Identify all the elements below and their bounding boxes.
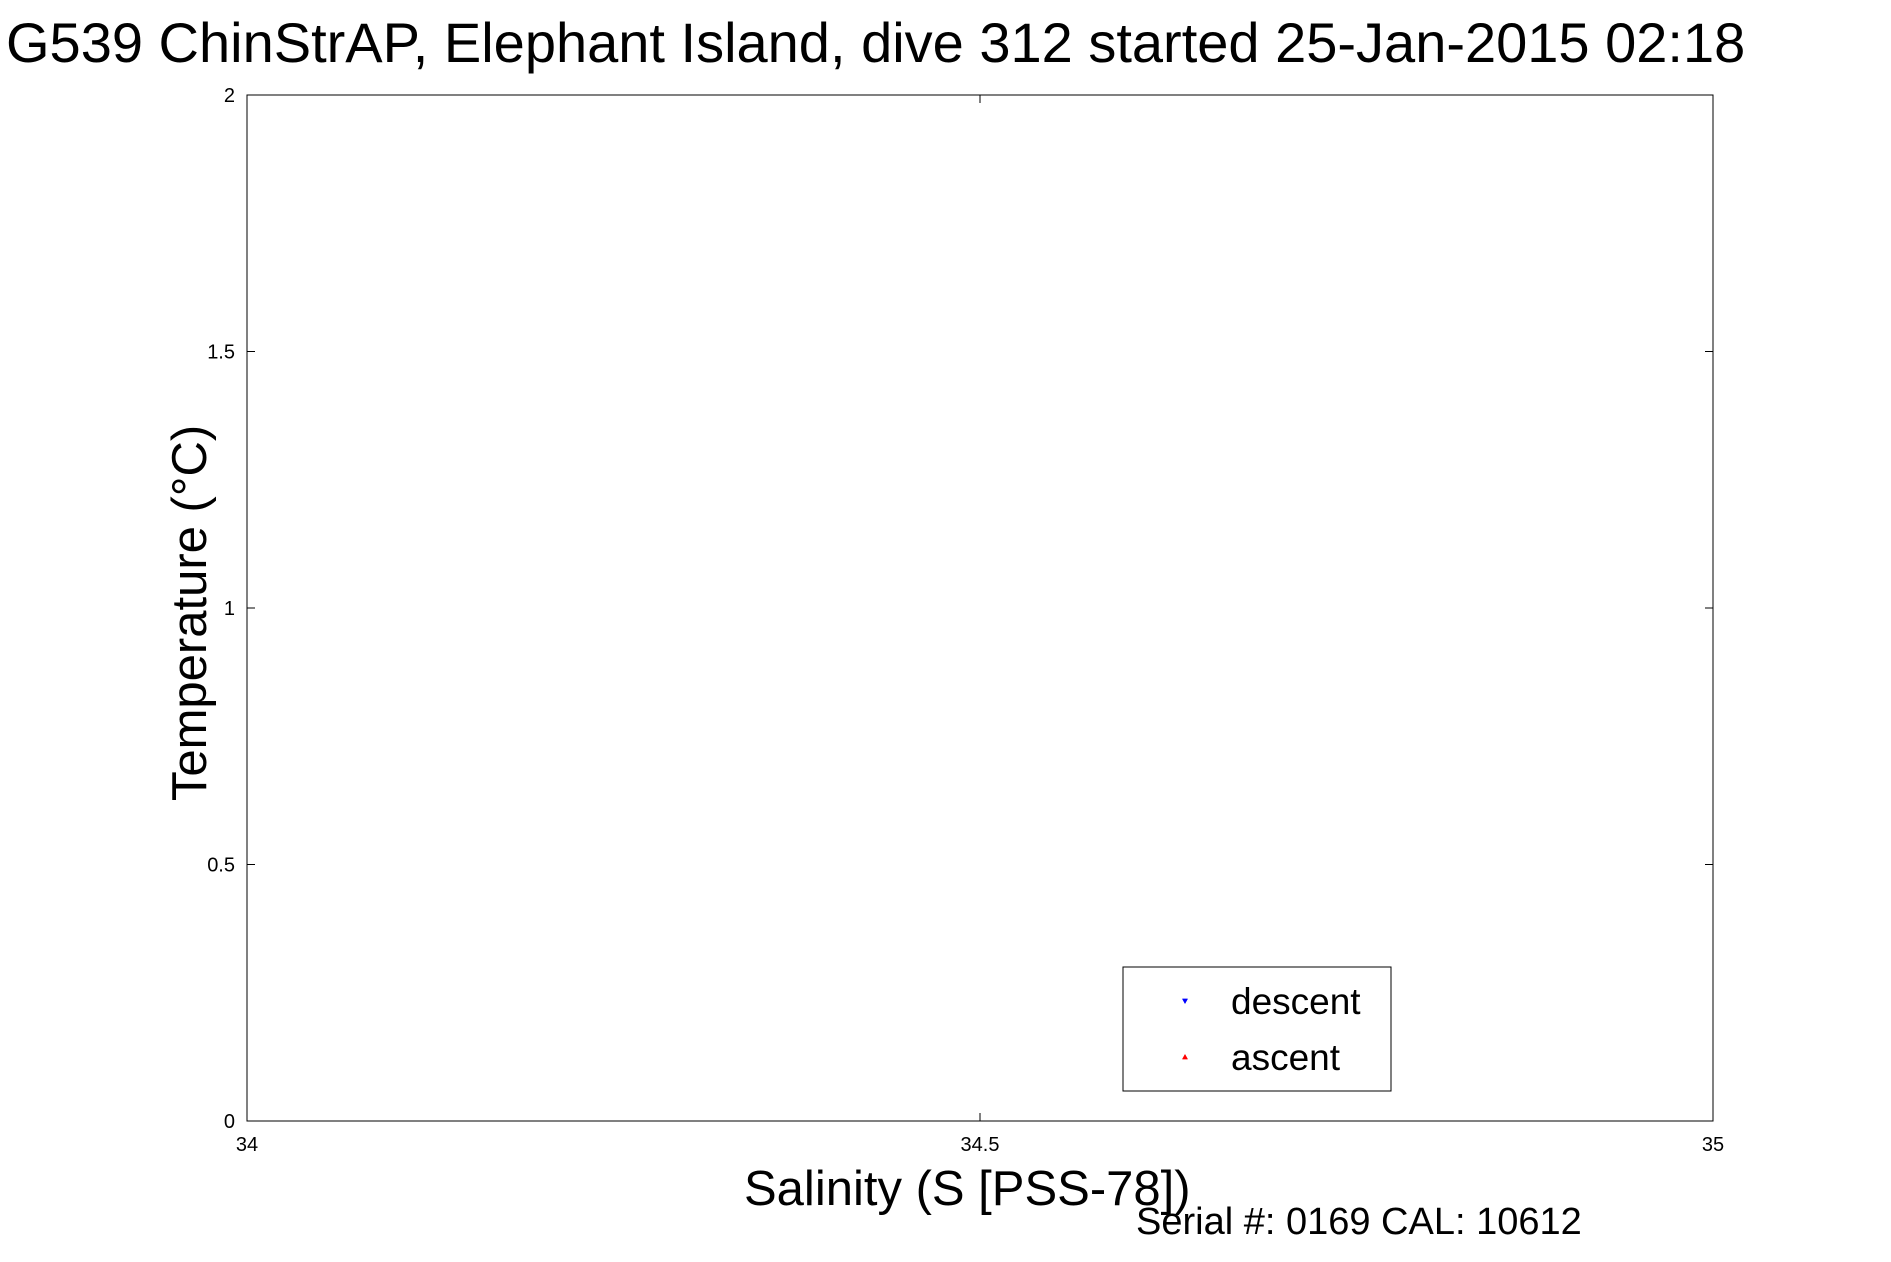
- y-tick-label: 1: [224, 598, 235, 620]
- legend-label-descent: descent: [1231, 981, 1361, 1022]
- axes-box: [247, 95, 1713, 1121]
- x-axis-label: Salinity (S [PSS-78]): [744, 1161, 1191, 1217]
- x-tick-label: 35: [1702, 1134, 1724, 1156]
- y-tick-label: 0.5: [207, 855, 235, 877]
- x-tick-label: 34.5: [961, 1134, 1000, 1156]
- y-tick-label: 1.5: [207, 342, 235, 364]
- legend: descent ascent: [1123, 967, 1391, 1091]
- serial-calibration-text: Serial #: 0169 CAL: 10612: [1136, 1201, 1582, 1244]
- y-axis-label: Temperature (°C): [162, 425, 218, 801]
- axes: 34 34.5 35 0 0.5 1 1.5 2: [207, 85, 1724, 1156]
- y-tick-label: 2: [224, 85, 235, 107]
- figure: G539 ChinStrAP, Elephant Island, dive 31…: [0, 0, 1891, 1262]
- y-tick-label: 0: [224, 1111, 235, 1133]
- x-tick-label: 34: [236, 1134, 258, 1156]
- plot-svg: 27.527.527.52828 3434.53500.511.52 desce…: [0, 0, 1891, 1262]
- legend-label-ascent: ascent: [1231, 1037, 1341, 1078]
